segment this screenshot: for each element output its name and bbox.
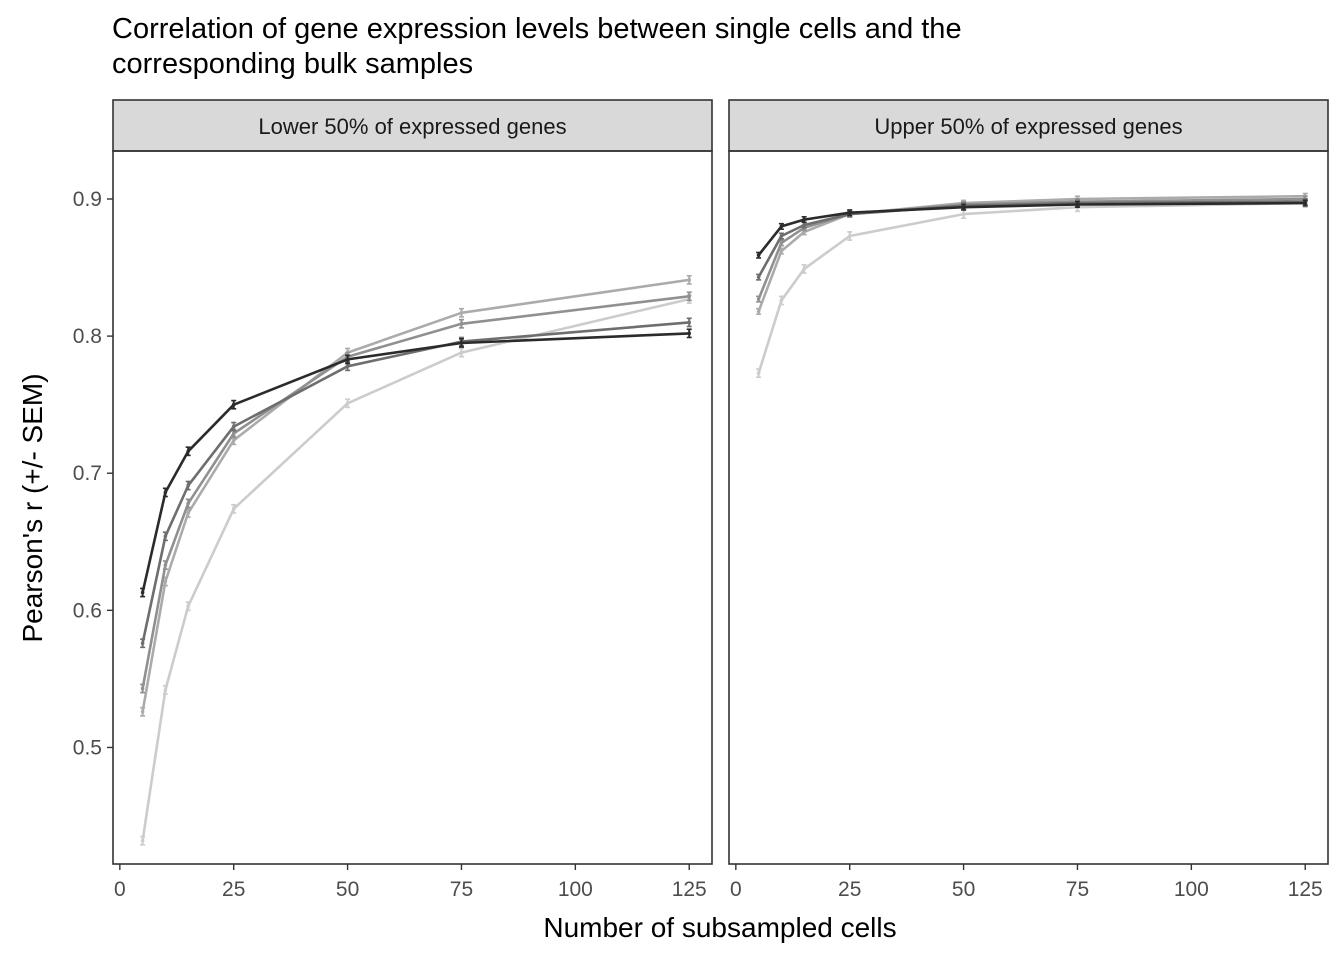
x-tick-label: 25 (838, 878, 861, 901)
data-point (847, 210, 852, 215)
data-point (459, 341, 464, 345)
data-point (231, 438, 236, 443)
series-4 (756, 192, 1308, 315)
y-tick-label: 0.9 (73, 188, 102, 211)
x-tick-label: 0 (730, 878, 742, 901)
data-point (459, 310, 464, 315)
data-point (231, 431, 236, 436)
data-point (163, 563, 168, 567)
x-tick-label: 125 (672, 878, 707, 901)
data-point (459, 321, 464, 326)
data-point (186, 604, 190, 609)
series-2 (140, 317, 692, 649)
chart-title-line-1: Correlation of gene expression levels be… (112, 13, 962, 45)
y-tick-label: 0.8 (73, 325, 102, 348)
x-tick-label: 75 (450, 878, 473, 901)
data-point (163, 688, 168, 692)
data-point (140, 838, 145, 843)
y-axis-title: Pearson's r (+/- SEM) (17, 373, 48, 642)
data-point (687, 331, 692, 336)
data-point (779, 249, 784, 253)
data-point (163, 579, 168, 584)
data-point (802, 267, 806, 271)
series-4 (140, 274, 692, 717)
data-point (779, 298, 784, 303)
data-point (345, 364, 350, 369)
data-point (231, 507, 236, 511)
data-point (345, 357, 350, 362)
data-point (163, 534, 168, 539)
facet-strip-label: Lower 50% of expressed genes (258, 114, 566, 139)
series-line (141, 297, 690, 841)
data-point (756, 275, 761, 279)
data-point (779, 234, 784, 238)
y-tick-label: 0.5 (73, 736, 102, 759)
panel-border (112, 150, 713, 865)
facet-strip (112, 99, 713, 152)
data-point (186, 501, 190, 506)
x-tick-label: 50 (336, 878, 359, 901)
facet-panel-2: Upper 50% of expressed genes 0 25 50 75 100 12… (728, 99, 1329, 901)
series-line (141, 295, 690, 689)
data-point (756, 253, 761, 258)
data-point (687, 294, 692, 299)
data-point (186, 483, 190, 488)
data-point (687, 320, 692, 325)
facet-strip (728, 99, 1329, 152)
facet-panels: Lower 50% of expressed genes 0 25 50 75 100 12… (73, 99, 1329, 901)
data-point (756, 297, 761, 301)
data-point (756, 309, 761, 314)
series-1 (756, 199, 1308, 259)
data-point (345, 401, 350, 406)
data-point (459, 350, 464, 355)
x-tick-label: 25 (222, 878, 245, 901)
data-point (140, 641, 145, 646)
data-point (231, 402, 236, 407)
series-5 (140, 294, 692, 846)
data-point (140, 686, 145, 691)
data-point (847, 234, 852, 238)
data-point (1303, 201, 1308, 205)
data-point (140, 710, 145, 714)
x-tick-label: 0 (114, 878, 126, 901)
panel-border (728, 150, 1329, 865)
x-tick-label: 100 (558, 878, 593, 901)
series-line (757, 201, 1306, 374)
data-point (163, 490, 168, 495)
data-point (961, 205, 966, 210)
data-point (756, 371, 761, 375)
y-tick-label: 0.6 (73, 599, 102, 622)
data-point (802, 223, 806, 227)
data-point (231, 424, 236, 429)
data-point (802, 217, 806, 222)
data-point (779, 241, 784, 245)
data-point (961, 212, 966, 216)
facet-strip-label: Upper 50% of expressed genes (874, 114, 1182, 139)
data-point (779, 224, 784, 229)
series-3 (756, 195, 1308, 303)
x-axis-title: Number of subsampled cells (543, 912, 896, 943)
data-point (140, 590, 145, 595)
series-1 (140, 328, 692, 598)
data-point (186, 511, 190, 515)
data-point (687, 278, 692, 282)
x-tick-label: 100 (1174, 878, 1209, 901)
x-tick-label: 50 (952, 878, 975, 901)
y-tick-label: 0.7 (73, 462, 102, 485)
series-line (141, 321, 690, 644)
series-5 (756, 198, 1308, 379)
x-tick-label: 75 (1066, 878, 1089, 901)
data-point (186, 449, 190, 454)
data-point (1075, 202, 1080, 207)
series-line (141, 278, 690, 713)
chart-title-line-2: corresponding bulk samples (112, 48, 473, 80)
x-tick-label: 125 (1288, 878, 1323, 901)
facet-panel-1: Lower 50% of expressed genes 0 25 50 75 100 12… (73, 99, 713, 901)
